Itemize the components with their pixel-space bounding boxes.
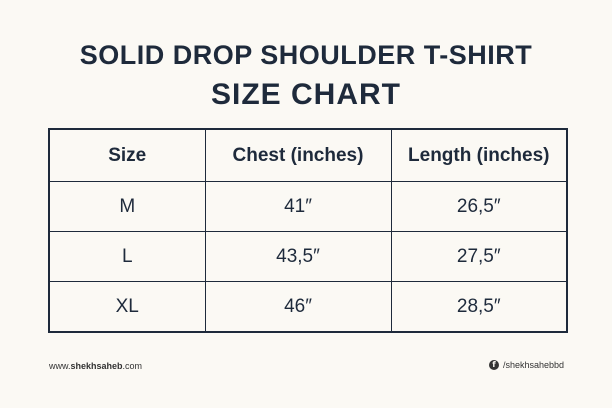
size-cell: M [48, 181, 206, 232]
table-header-row: Size Chest (inches) Length (inches) [48, 128, 568, 182]
page-subtitle: SIZE CHART [211, 78, 401, 111]
facebook-icon: f [488, 360, 499, 370]
chest-cell: 41″ [204, 181, 392, 232]
size-chart-table: Size Chest (inches) Length (inches) M 41… [48, 128, 568, 333]
size-cell: L [48, 231, 206, 282]
size-cell: XL [48, 281, 206, 333]
social-handle: /shekhsahebbd [502, 360, 564, 370]
social-link[interactable]: f /shekhsahebbd [488, 360, 564, 370]
chest-cell: 46″ [204, 281, 392, 333]
column-header-chest: Chest (inches) [204, 128, 392, 182]
website-link[interactable]: www.shekhsaheb.com [49, 361, 142, 371]
page-title: SOLID DROP SHOULDER T-SHIRT [79, 40, 533, 70]
length-cell: 28,5″ [390, 281, 568, 333]
table-row: XL 46″ 28,5″ [48, 281, 568, 333]
length-cell: 27,5″ [390, 231, 568, 282]
website-suffix: .com [122, 361, 143, 371]
website-prefix: www. [49, 361, 71, 371]
website-brand: shekhsaheb [70, 361, 123, 371]
column-header-size: Size [48, 128, 206, 182]
column-header-length: Length (inches) [390, 128, 568, 182]
table-row: M 41″ 26,5″ [48, 181, 568, 232]
length-cell: 26,5″ [390, 181, 568, 232]
table-row: L 43,5″ 27,5″ [48, 231, 568, 282]
chest-cell: 43,5″ [204, 231, 392, 282]
